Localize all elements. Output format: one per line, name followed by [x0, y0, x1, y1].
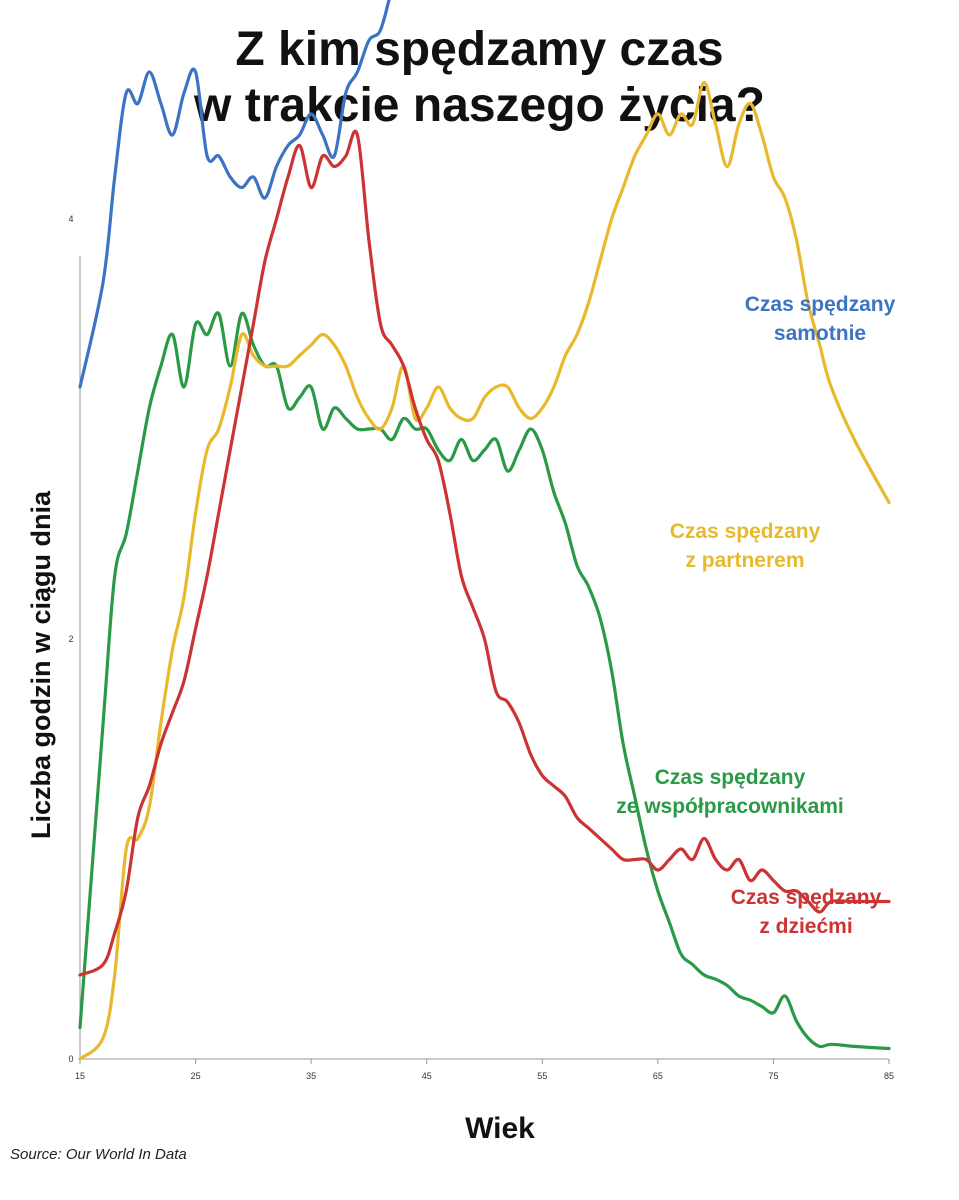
y-tick-label-0: 0 [68, 1054, 73, 1064]
x-tick-label-45: 45 [422, 1071, 432, 1081]
x-tick-label-25: 25 [191, 1071, 201, 1081]
series-label-wspolpracownicy-line-1: Czas spędzany [655, 766, 806, 789]
series-line-dzieci [78, 130, 891, 977]
series-line-samotnie [78, 0, 391, 389]
series-line-wspolpracownicy [78, 311, 891, 1051]
x-axis-label: Wiek [465, 1112, 535, 1145]
x-tick-label-85: 85 [884, 1071, 894, 1081]
chart-title-line-2: w trakcie naszego życia? [194, 79, 765, 132]
series-label-dzieci-line-1: Czas spędzany [731, 886, 882, 909]
series-label-dzieci-line-2: z dziećmi [759, 915, 852, 938]
x-axis-ticks: 15 25 35 45 55 65 75 85 [75, 1059, 894, 1081]
source-note: Source: Our World In Data [10, 1146, 187, 1163]
x-tick-label-65: 65 [653, 1071, 663, 1081]
series-label-samotnie-line-2: samotnie [774, 322, 866, 345]
chart-title-line-1: Z kim spędzamy czas [235, 23, 724, 76]
series-label-samotnie-line-1: Czas spędzany [745, 293, 896, 316]
y-axis-ticks: 0246 [68, 214, 73, 1064]
x-tick-label-75: 75 [768, 1071, 778, 1081]
x-tick-label-55: 55 [537, 1071, 547, 1081]
series-labels: Czas spędzany samotnie Czas spędzany z part… [616, 293, 895, 938]
series-line-partner [78, 80, 891, 1061]
y-tick-label-2: 2 [68, 634, 73, 644]
chart-title: Z kim spędzamy czas w trakcie naszego ży… [0, 22, 959, 134]
series-label-wspolpracownicy-line-2: ze współpracownikami [616, 795, 844, 818]
x-tick-label-35: 35 [306, 1071, 316, 1081]
series-lines [78, 0, 891, 1061]
series-label-partner-line-1: Czas spędzany [670, 520, 821, 543]
series-label-partner-line-2: z partnerem [685, 549, 804, 572]
y-axis-label: Liczba godzin w ciągu dnia [26, 490, 56, 839]
x-tick-label-15: 15 [75, 1071, 85, 1081]
y-tick-label-4: 4 [68, 214, 73, 224]
